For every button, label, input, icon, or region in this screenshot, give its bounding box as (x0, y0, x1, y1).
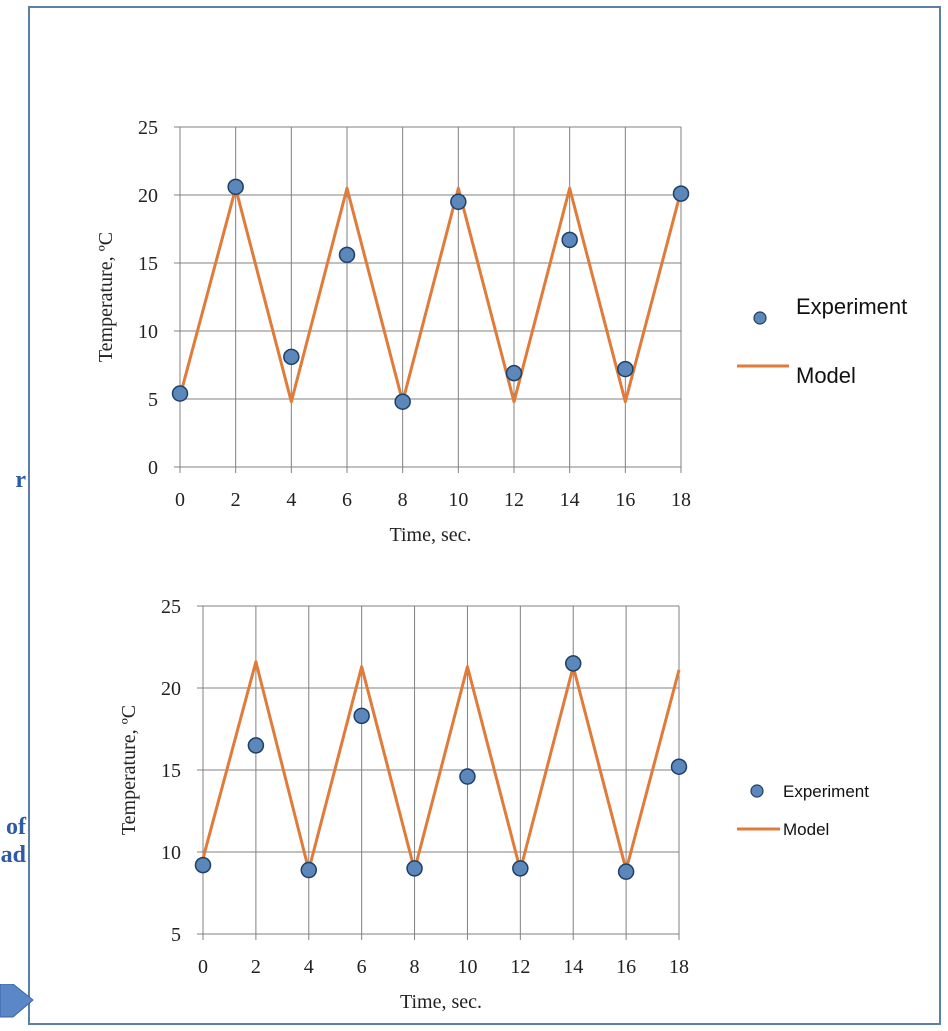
side-text-fragment: of ad (0, 813, 26, 869)
figure-frame (28, 6, 941, 1025)
side-text-line: r (15, 467, 26, 493)
side-text-fragment: r (0, 466, 26, 494)
arrow-icon (0, 984, 34, 1018)
side-text-line: ad (0, 842, 26, 868)
side-text-line: of (6, 814, 26, 840)
